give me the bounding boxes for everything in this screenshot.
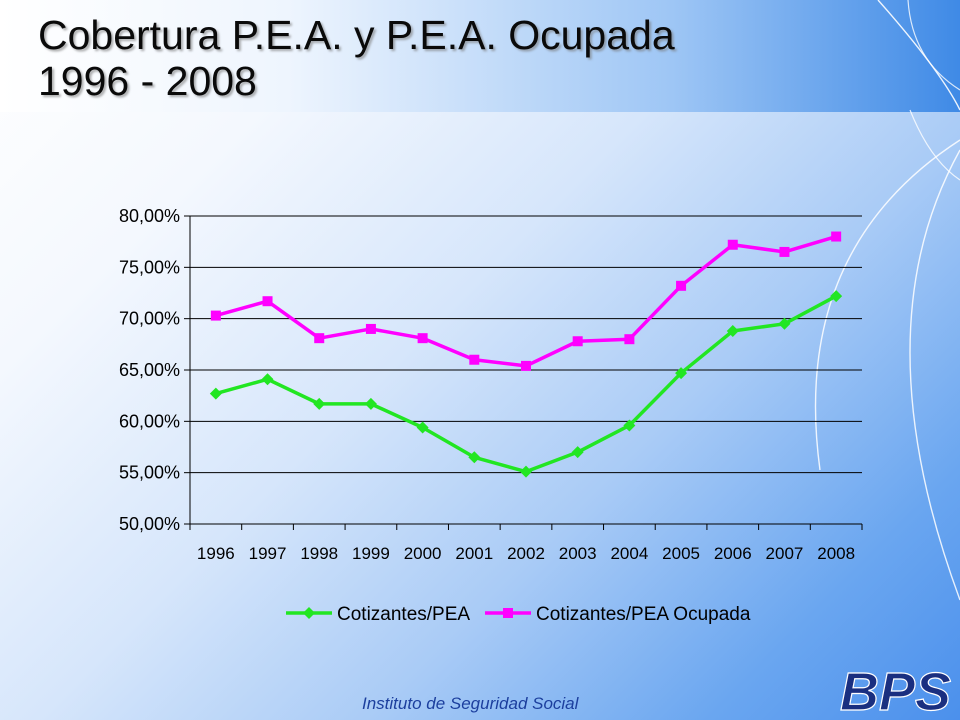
x-tick-label: 2005	[662, 544, 700, 563]
legend-label-2: Cotizantes/PEA Ocupada	[536, 604, 751, 625]
y-tick-label: 50,00%	[119, 514, 180, 534]
data-point	[571, 446, 584, 459]
data-point	[778, 317, 791, 330]
x-tick-label: 2006	[714, 544, 752, 563]
data-point	[521, 360, 531, 371]
y-tick-label: 60,00%	[119, 411, 180, 431]
data-point	[314, 333, 325, 344]
x-tick-label: 2003	[559, 544, 597, 563]
data-point	[675, 367, 688, 380]
y-tick-label: 75,00%	[119, 257, 180, 277]
data-point	[831, 231, 842, 242]
data-point	[520, 465, 532, 478]
data-point	[261, 373, 274, 386]
x-tick-label: 2002	[507, 544, 545, 563]
x-tick-label: 2000	[404, 544, 442, 563]
x-tick-label: 1997	[249, 544, 287, 563]
y-tick-label: 65,00%	[119, 360, 180, 380]
data-point	[572, 336, 583, 347]
title-band	[0, 0, 960, 112]
x-tick-label: 1996	[197, 544, 235, 563]
data-point	[417, 333, 428, 344]
x-tick-label: 1999	[352, 544, 390, 563]
data-point	[365, 323, 376, 334]
data-point	[624, 334, 635, 345]
data-point	[830, 290, 843, 303]
data-point	[726, 324, 739, 337]
data-point	[364, 397, 377, 410]
slide-title-line2: 1996 - 2008	[38, 58, 257, 104]
series-line-2	[215, 234, 837, 368]
data-point	[209, 387, 222, 400]
y-tick-label: 55,00%	[119, 463, 180, 483]
x-tick-label: 2001	[455, 544, 493, 563]
bps-logo-text: BPS	[840, 662, 951, 718]
data-point	[313, 397, 326, 410]
x-tick-label: 2008	[817, 544, 855, 563]
series-line-1	[215, 294, 837, 474]
legend-label-1: Cotizantes/PEA	[337, 604, 470, 625]
data-point	[469, 354, 480, 365]
slide-title: Cobertura P.E.A. y P.E.A. Ocupada 1996 -…	[38, 12, 858, 104]
footer-institution: Instituto de Seguridad Social	[362, 694, 579, 713]
data-point	[262, 296, 273, 307]
data-point	[779, 246, 790, 257]
data-point	[416, 421, 429, 434]
data-point	[210, 310, 221, 321]
x-tick-label: 1998	[300, 544, 338, 563]
y-tick-label: 80,00%	[119, 206, 180, 226]
data-point	[727, 239, 738, 250]
y-tick-label: 70,00%	[119, 309, 180, 329]
data-point	[468, 451, 481, 464]
legend-marker	[503, 608, 513, 618]
x-tick-label: 2007	[766, 544, 804, 563]
data-point	[623, 419, 636, 432]
x-tick-label: 2004	[610, 544, 648, 563]
slide-title-line1: Cobertura P.E.A. y P.E.A. Ocupada	[38, 12, 675, 58]
data-point	[676, 280, 687, 291]
legend-marker	[303, 607, 315, 619]
bps-logo: BPS	[839, 661, 951, 718]
